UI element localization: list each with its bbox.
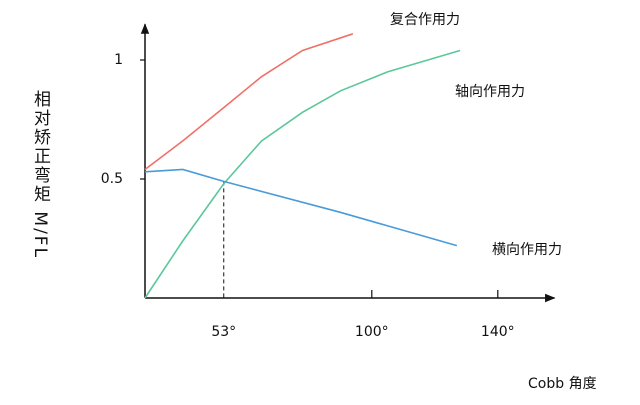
y-tick-label: 0.5 xyxy=(101,171,123,187)
x-tick-label: 140° xyxy=(481,324,515,340)
line-series xyxy=(144,168,458,247)
series-label: 轴向作用力 xyxy=(455,84,525,100)
x-axis-label: Cobb 角度 xyxy=(528,376,597,392)
line-series xyxy=(144,33,354,171)
x-tick-label: 53° xyxy=(211,324,236,340)
series-label: 横向作用力 xyxy=(492,242,562,258)
y-tick-label: 1 xyxy=(114,52,123,68)
series-label: 复合作用力 xyxy=(390,11,460,28)
x-tick-label: 100° xyxy=(355,324,389,340)
y-axis-label: 相对矫正弯矩 M/FL xyxy=(30,90,51,259)
line-series xyxy=(144,49,461,299)
